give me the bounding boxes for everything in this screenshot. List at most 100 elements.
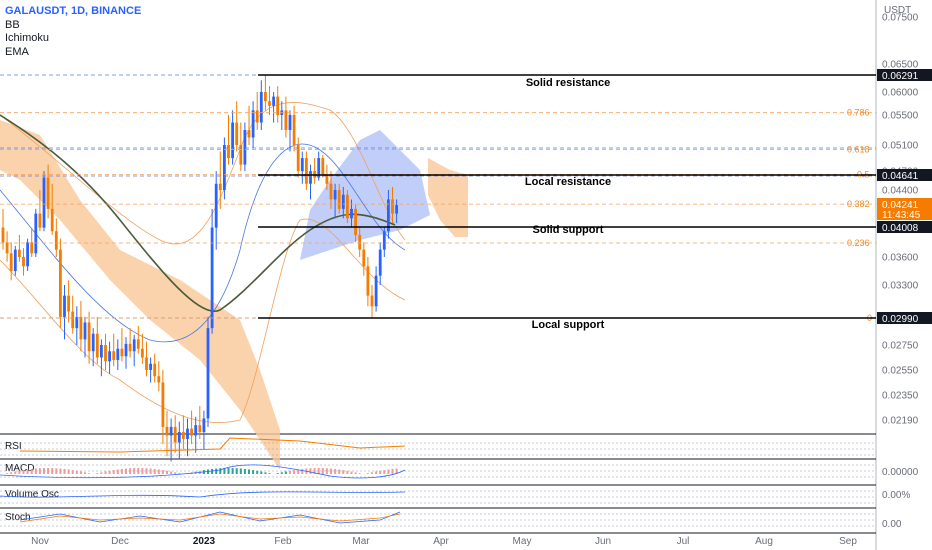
bb-basis <box>0 143 406 343</box>
macd-bar <box>301 468 304 474</box>
candle-body <box>124 343 128 357</box>
legend-ichimoku[interactable]: Ichimoku <box>5 32 50 44</box>
macd-bar <box>325 468 328 474</box>
candle-body <box>132 339 136 352</box>
candle-body <box>108 351 111 362</box>
candle-body <box>13 249 17 271</box>
candle-body <box>186 428 189 439</box>
candle-body <box>243 130 247 165</box>
y-tick-label: 0.06500 <box>882 60 919 71</box>
candle-body <box>202 418 206 433</box>
candle-body <box>91 333 95 352</box>
candle-body <box>321 158 325 175</box>
candle-body <box>104 345 107 362</box>
candle-body <box>268 101 271 106</box>
candle-body <box>141 348 144 358</box>
candle-body <box>9 253 13 271</box>
candle-body <box>100 345 103 358</box>
price-badge-text: 0.04241 <box>882 200 919 211</box>
x-tick-label: Sep <box>839 536 857 547</box>
macd-bar <box>75 470 78 474</box>
candle-body <box>87 322 91 352</box>
macd-bar <box>239 468 242 474</box>
candle-body <box>362 249 366 267</box>
macd-line <box>0 464 406 479</box>
macd-bar <box>366 473 369 474</box>
macd-bar <box>145 468 148 474</box>
macd-bar <box>51 468 54 474</box>
pane-title: MACD <box>5 463 34 474</box>
candle-body <box>38 213 42 228</box>
candle-body <box>79 316 83 340</box>
candle-body <box>149 363 152 370</box>
x-tick-label: Mar <box>352 536 370 547</box>
legend-bb[interactable]: BB <box>5 18 20 31</box>
candle-body <box>177 432 181 443</box>
macd-bar <box>289 470 291 474</box>
macd-bar <box>170 471 173 474</box>
macd-bar <box>248 469 250 474</box>
candle-body <box>251 110 255 138</box>
macd-bar <box>22 470 25 474</box>
candle-body <box>182 432 185 439</box>
candle-body <box>71 311 75 329</box>
candle-body <box>210 227 214 329</box>
price-badge-text: 0.06291 <box>882 71 919 82</box>
candle-body <box>296 145 300 172</box>
candle-body <box>378 249 382 276</box>
macd-bar <box>161 470 164 474</box>
x-tick-label: 2023 <box>193 536 216 547</box>
candles <box>1 75 398 462</box>
macd-bar <box>63 468 66 474</box>
pane-title: RSI <box>5 441 22 452</box>
macd-bar <box>391 468 394 474</box>
candle-body <box>165 426 169 436</box>
candle-body <box>346 194 349 219</box>
macd-bar <box>129 468 132 474</box>
macd-bar <box>174 472 177 474</box>
candle-body <box>218 183 222 190</box>
symbol-title[interactable]: GALAUSDT, 1D, BINANCE <box>5 5 142 17</box>
y-tick-label: 0.04400 <box>882 186 919 197</box>
macd-bar <box>375 471 378 474</box>
macd-bar <box>371 472 373 474</box>
macd-bar <box>84 472 86 474</box>
candle-body <box>116 348 120 360</box>
level-label: Solid support <box>533 224 604 236</box>
x-tick-label: Aug <box>755 536 773 547</box>
pane-value: 0.00000 <box>882 467 919 478</box>
pane-value: 0.00% <box>882 490 910 501</box>
macd-bar <box>350 471 353 474</box>
candle-body <box>354 208 357 235</box>
macd-bar <box>141 468 144 474</box>
chart-legend: GALAUSDT, 1D, BINANCE BB Ichimoku EMA <box>5 5 141 59</box>
macd-bar <box>264 472 267 474</box>
candle-body <box>358 234 362 250</box>
price-badge <box>877 312 932 324</box>
price-badge-text: 0.02990 <box>882 314 919 325</box>
candle-body <box>292 115 296 145</box>
macd-bar <box>10 472 13 474</box>
legend-ema[interactable]: EMA <box>5 45 29 58</box>
macd-bar <box>231 468 234 474</box>
macd-bar <box>260 471 263 474</box>
y-tick-label: 0.05100 <box>882 141 919 152</box>
candle-body <box>288 115 292 130</box>
candle-body <box>161 382 165 427</box>
candle-body <box>366 266 370 296</box>
stoch-k <box>19 511 401 524</box>
rsi-line <box>19 437 406 453</box>
candle-body <box>95 333 99 358</box>
fib-label: 0.236 <box>847 238 870 248</box>
candle-body <box>26 242 29 267</box>
price-badge <box>877 221 932 233</box>
macd-bar <box>59 468 62 474</box>
candle-body <box>153 363 157 377</box>
candle-body <box>305 158 308 184</box>
candle-body <box>341 194 345 209</box>
macd-bar <box>6 473 9 474</box>
currency-label: USDT <box>884 5 911 16</box>
candle-body <box>54 231 58 250</box>
macd-bar <box>153 468 156 474</box>
